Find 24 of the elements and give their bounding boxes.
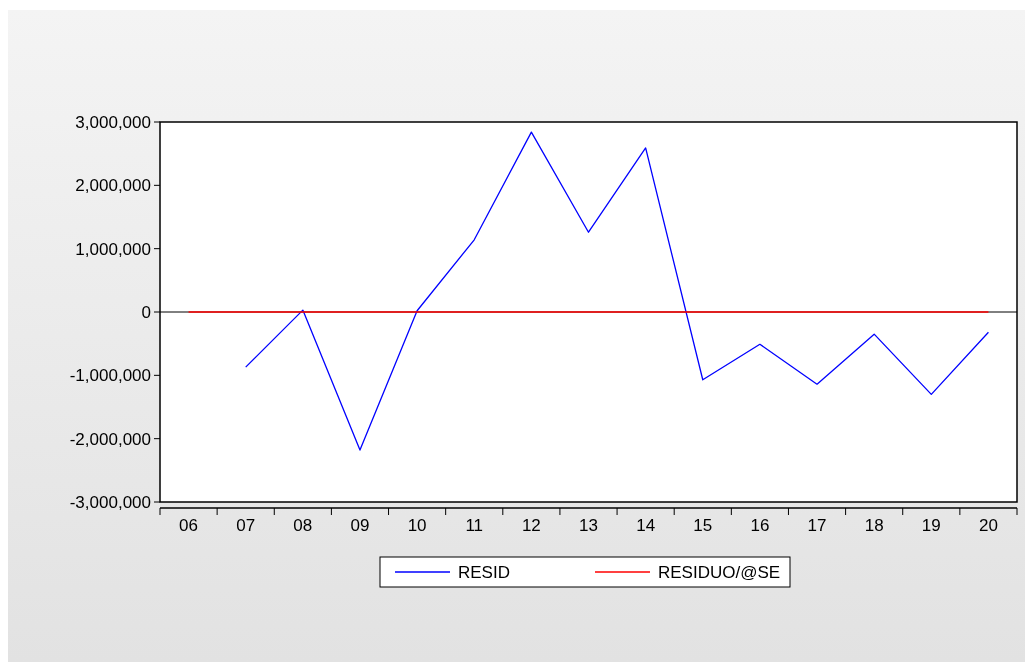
x-tick-label: 14 bbox=[636, 516, 656, 535]
y-tick-label: 2,000,000 bbox=[75, 176, 151, 196]
x-tick-label: 10 bbox=[407, 516, 427, 535]
legend-label: RESID bbox=[458, 562, 510, 582]
x-tick-label: 12 bbox=[521, 516, 541, 535]
x-tick-label: 19 bbox=[921, 516, 941, 535]
y-tick-label: 3,000,000 bbox=[75, 112, 151, 132]
y-tick-label: 1,000,000 bbox=[75, 239, 151, 259]
x-tick-label: 18 bbox=[864, 516, 884, 535]
x-tick-label: 17 bbox=[807, 516, 827, 535]
y-tick-label: 0 bbox=[141, 302, 151, 322]
x-tick-label: 08 bbox=[293, 516, 313, 535]
y-tick-label: -3,000,000 bbox=[69, 492, 151, 512]
x-tick-label: 13 bbox=[579, 516, 598, 535]
x-tick-label: 07 bbox=[236, 516, 256, 535]
x-tick-label: 11 bbox=[465, 516, 484, 535]
x-tick-label: 16 bbox=[750, 516, 770, 535]
x-tick-label: 20 bbox=[978, 516, 998, 535]
x-tick-label: 09 bbox=[350, 516, 370, 535]
x-tick-label: 15 bbox=[693, 516, 713, 535]
legend-label: RESIDUO/@SE bbox=[658, 562, 781, 582]
x-tick-label: 06 bbox=[179, 516, 199, 535]
y-tick-label: -2,000,000 bbox=[69, 429, 151, 449]
y-tick-label: -1,000,000 bbox=[69, 366, 151, 386]
